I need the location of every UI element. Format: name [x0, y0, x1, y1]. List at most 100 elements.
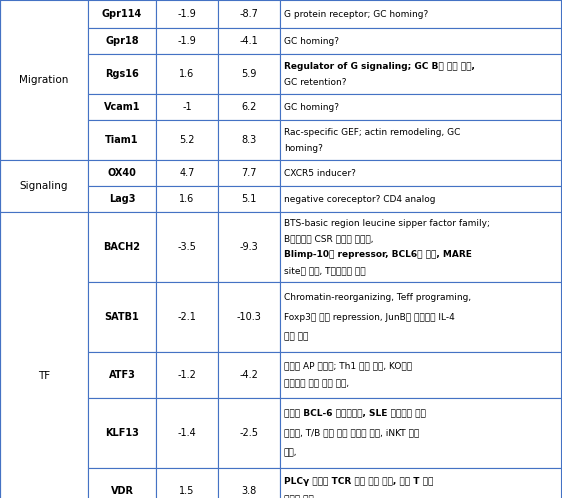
Bar: [156, 0, 218, 28]
Text: site에 결합, T세포에서 발현: site에 결합, T세포에서 발현: [284, 266, 366, 275]
Text: negative coreceptor? CD4 analog: negative coreceptor? CD4 analog: [284, 195, 436, 204]
Bar: [156, 28, 218, 54]
Bar: [0, 0, 88, 160]
Text: Gpr114: Gpr114: [102, 9, 142, 19]
Text: -10.3: -10.3: [237, 312, 261, 322]
Bar: [88, 94, 156, 120]
Bar: [218, 0, 280, 28]
Bar: [218, 94, 280, 120]
Bar: [156, 352, 218, 398]
Bar: [156, 120, 218, 160]
Bar: [218, 352, 280, 398]
Bar: [88, 186, 156, 212]
Bar: [88, 160, 156, 186]
Text: Rac-specific GEF; actin remodeling, GC: Rac-specific GEF; actin remodeling, GC: [284, 127, 460, 136]
Text: ATF3: ATF3: [108, 370, 135, 380]
Bar: [88, 282, 156, 352]
Text: Foxp3에 의한 repression, JunB와 결합하여 IL-4: Foxp3에 의한 repression, JunB와 결합하여 IL-4: [284, 313, 455, 322]
Bar: [218, 212, 280, 282]
Bar: [88, 212, 156, 282]
Text: CXCR5 inducer?: CXCR5 inducer?: [284, 168, 356, 177]
Text: Lag3: Lag3: [109, 194, 135, 204]
Text: 1.6: 1.6: [179, 69, 194, 79]
Text: KLF13: KLF13: [105, 428, 139, 438]
Bar: [280, 186, 562, 212]
Text: 조절,: 조절,: [284, 449, 297, 458]
Text: Tiam1: Tiam1: [105, 135, 139, 145]
Text: -1.2: -1.2: [178, 370, 197, 380]
Text: G protein receptor; GC homing?: G protein receptor; GC homing?: [284, 9, 428, 18]
Bar: [280, 468, 562, 498]
Bar: [218, 160, 280, 186]
Text: -8.7: -8.7: [239, 9, 259, 19]
Bar: [280, 212, 562, 282]
Bar: [218, 54, 280, 94]
Text: TF: TF: [38, 371, 50, 381]
Bar: [280, 282, 562, 352]
Bar: [156, 94, 218, 120]
Text: 5.9: 5.9: [241, 69, 257, 79]
Text: homing?: homing?: [284, 143, 323, 152]
Text: -2.5: -2.5: [239, 428, 259, 438]
Bar: [88, 54, 156, 94]
Bar: [0, 160, 88, 212]
Text: -1.9: -1.9: [178, 36, 196, 46]
Text: -9.3: -9.3: [239, 242, 259, 252]
Bar: [280, 0, 562, 28]
Text: Blimp-10에 repressor, BCL6과 결합, MARE: Blimp-10에 repressor, BCL6과 결합, MARE: [284, 250, 472, 259]
Bar: [218, 468, 280, 498]
Text: OX40: OX40: [107, 168, 137, 178]
Bar: [0, 212, 88, 498]
Bar: [218, 398, 280, 468]
Text: 7.7: 7.7: [241, 168, 257, 178]
Bar: [218, 186, 280, 212]
Bar: [88, 352, 156, 398]
Text: B세포에서 CSR 역할에 필수적,: B세포에서 CSR 역할에 필수적,: [284, 235, 374, 244]
Text: Regulator of G signaling; GC B에 발현 높음,: Regulator of G signaling; GC B에 발현 높음,: [284, 61, 475, 71]
Bar: [156, 468, 218, 498]
Text: Chromatin-reorganizing, Teff programing,: Chromatin-reorganizing, Teff programing,: [284, 292, 471, 301]
Text: PLCγ 유도로 TCR 신호 강도 조절, 일부 T 계통: PLCγ 유도로 TCR 신호 강도 조절, 일부 T 계통: [284, 477, 433, 487]
Text: BACH2: BACH2: [103, 242, 140, 252]
Bar: [156, 398, 218, 468]
Text: 간세포 BCL-6 표적유전자, SLE 환자에서 발현: 간세포 BCL-6 표적유전자, SLE 환자에서 발현: [284, 408, 426, 417]
Text: GC retention?: GC retention?: [284, 78, 347, 87]
Bar: [218, 28, 280, 54]
Bar: [280, 398, 562, 468]
Text: 확대된 AP 패밀리; Th1 분화 쳙진, KO에서: 확대된 AP 패밀리; Th1 분화 쳙진, KO에서: [284, 362, 412, 371]
Text: 5.2: 5.2: [179, 135, 195, 145]
Text: 조절됨, T/B 조기 발생 단계에 관여, iNKT 발생: 조절됨, T/B 조기 발생 단계에 관여, iNKT 발생: [284, 428, 419, 438]
Text: Gpr18: Gpr18: [105, 36, 139, 46]
Text: BTS-basic region leucine sipper factor family;: BTS-basic region leucine sipper factor f…: [284, 219, 490, 228]
Text: 1.5: 1.5: [179, 486, 194, 496]
Text: 6.2: 6.2: [241, 102, 257, 112]
Text: Vcam1: Vcam1: [104, 102, 140, 112]
Text: -4.2: -4.2: [239, 370, 259, 380]
Bar: [156, 54, 218, 94]
Bar: [88, 120, 156, 160]
Bar: [156, 186, 218, 212]
Bar: [280, 54, 562, 94]
Text: -1: -1: [182, 102, 192, 112]
Text: VDR: VDR: [111, 486, 134, 496]
Text: 3.8: 3.8: [241, 486, 257, 496]
Bar: [280, 28, 562, 54]
Text: 4.7: 4.7: [179, 168, 194, 178]
Text: Signaling: Signaling: [20, 181, 68, 191]
Text: -3.5: -3.5: [178, 242, 197, 252]
Bar: [156, 282, 218, 352]
Text: 전사 쳙진: 전사 쳙진: [284, 333, 309, 342]
Bar: [88, 398, 156, 468]
Text: 1.6: 1.6: [179, 194, 194, 204]
Text: -4.1: -4.1: [239, 36, 259, 46]
Bar: [218, 282, 280, 352]
Text: -1.4: -1.4: [178, 428, 196, 438]
Bar: [156, 160, 218, 186]
Text: -1.9: -1.9: [178, 9, 196, 19]
Text: -2.1: -2.1: [178, 312, 197, 322]
Bar: [88, 28, 156, 54]
Bar: [280, 94, 562, 120]
Text: 5.1: 5.1: [241, 194, 257, 204]
Bar: [280, 120, 562, 160]
Bar: [218, 120, 280, 160]
